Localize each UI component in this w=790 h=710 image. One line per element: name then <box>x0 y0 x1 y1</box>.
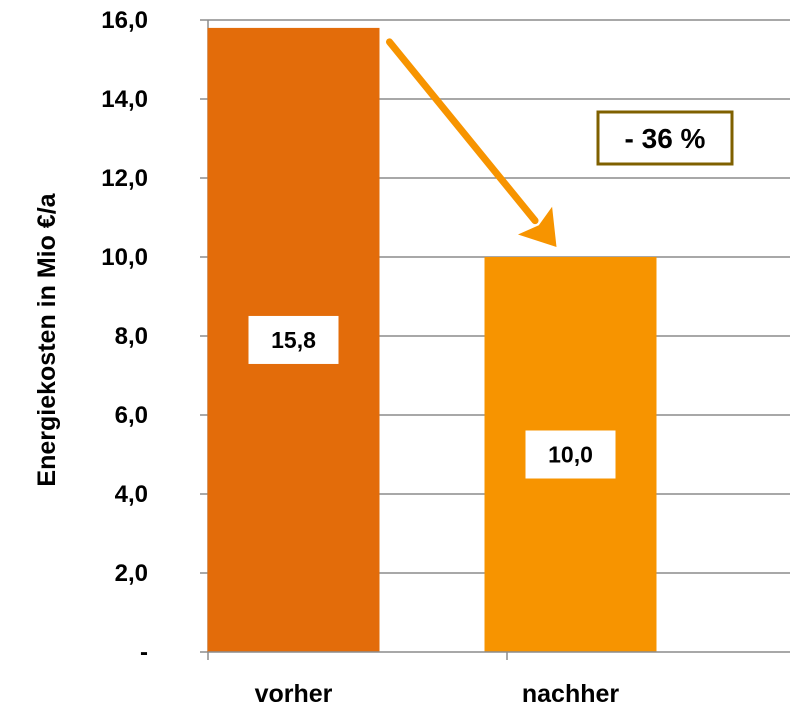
arrow-head <box>517 206 557 247</box>
y-tick-label: 6,0 <box>115 402 148 429</box>
y-tick-label: 8,0 <box>115 323 148 350</box>
category-label-nachher: nachher <box>522 680 620 708</box>
category-labels: vorher nachher <box>255 680 620 708</box>
data-label: 15,8 <box>271 327 316 353</box>
y-tick-label: 16,0 <box>101 7 148 34</box>
y-tick-label: 12,0 <box>101 165 148 192</box>
annotation-box <box>596 110 734 166</box>
y-axis-ticks: - 2,0 4,0 6,0 8,0 10,0 12,0 14,0 16,0 <box>101 7 148 666</box>
x-axis <box>207 651 790 660</box>
category-label-vorher: vorher <box>255 680 333 708</box>
y-tick-label: 4,0 <box>115 481 148 508</box>
data-labels: 15,8 10,0 <box>248 315 616 479</box>
y-tick-label: 10,0 <box>101 244 148 271</box>
y-tick-label: 2,0 <box>115 560 148 587</box>
change-annotation: - 36 % <box>386 38 734 247</box>
y-tick-label: 14,0 <box>101 86 148 113</box>
data-label-box <box>248 315 339 364</box>
data-label: 10,0 <box>548 442 593 468</box>
annotation-text: - 36 % <box>625 123 706 154</box>
arrow-shaft <box>386 38 539 225</box>
y-tick-label: - <box>140 639 148 666</box>
y-axis-label: Energiekosten in Mio €/a <box>33 192 61 486</box>
bars <box>207 27 657 652</box>
data-label-box <box>525 430 616 479</box>
